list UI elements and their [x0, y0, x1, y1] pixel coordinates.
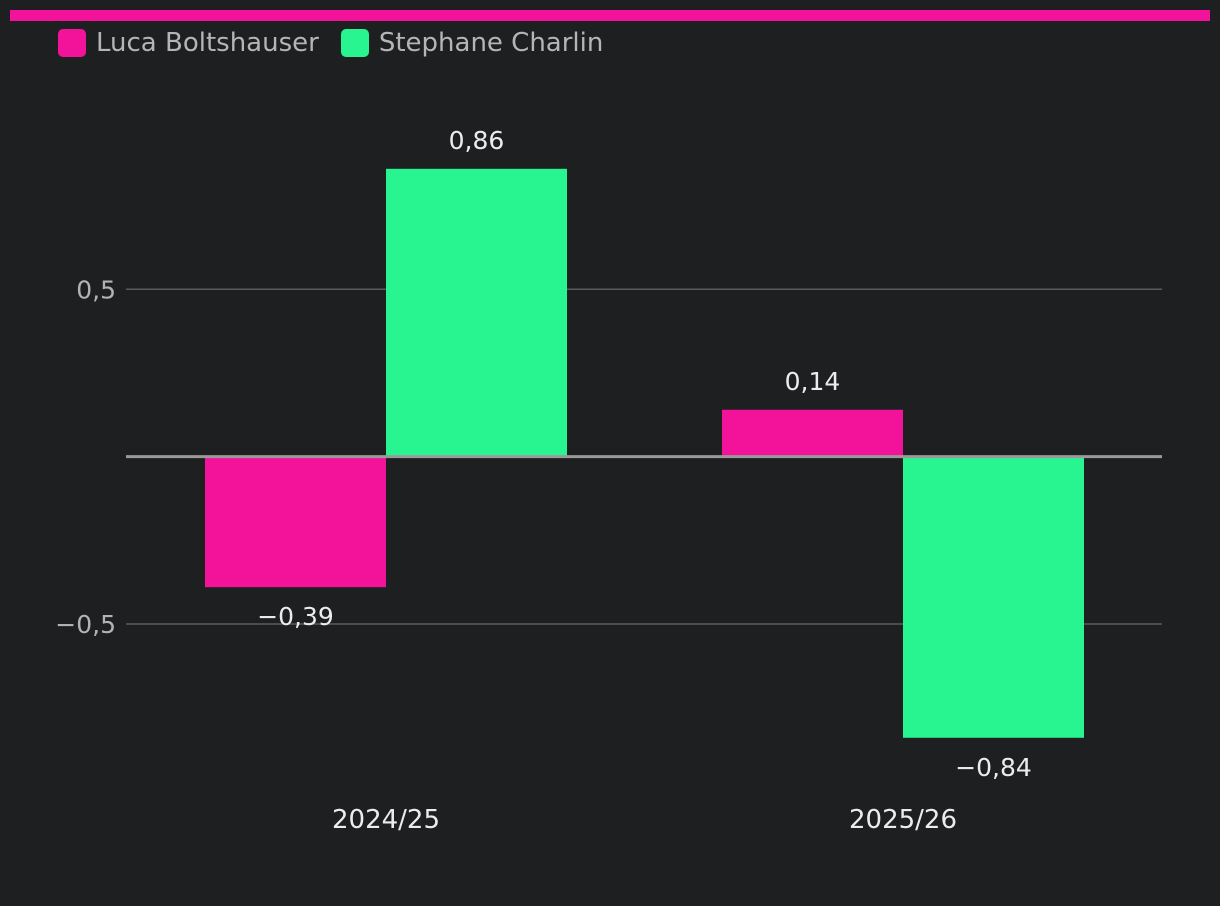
legend-swatch-stephane-charlin: [340, 29, 369, 57]
legend-item-luca-boltshauser[interactable]: Luca Boltshauser: [58, 29, 319, 57]
x-category-label: 2024/25: [332, 805, 440, 835]
bar: [722, 409, 903, 457]
bar: [386, 168, 567, 457]
bar-value-label: 0,86: [449, 126, 505, 155]
x-category-label: 2025/26: [849, 805, 957, 835]
legend-swatch-luca-boltshauser: [58, 29, 86, 57]
bar: [903, 456, 1084, 738]
y-tick-label: 0,5: [76, 275, 116, 304]
bar-value-label: 0,14: [785, 367, 841, 396]
y-tick-label: −0,5: [55, 610, 116, 639]
legend-item-stephane-charlin[interactable]: Stephane Charlin: [340, 28, 604, 58]
legend-label-stephane-charlin: Stephane Charlin: [378, 28, 604, 58]
bar: [205, 456, 386, 588]
accent-bar: [10, 10, 1210, 21]
bar-value-label: −0,84: [955, 753, 1032, 782]
bar-value-label: −0,39: [257, 602, 334, 631]
legend: Luca Boltshauser Stephane Charlin: [58, 29, 603, 57]
legend-label-luca-boltshauser: Luca Boltshauser: [96, 28, 319, 58]
